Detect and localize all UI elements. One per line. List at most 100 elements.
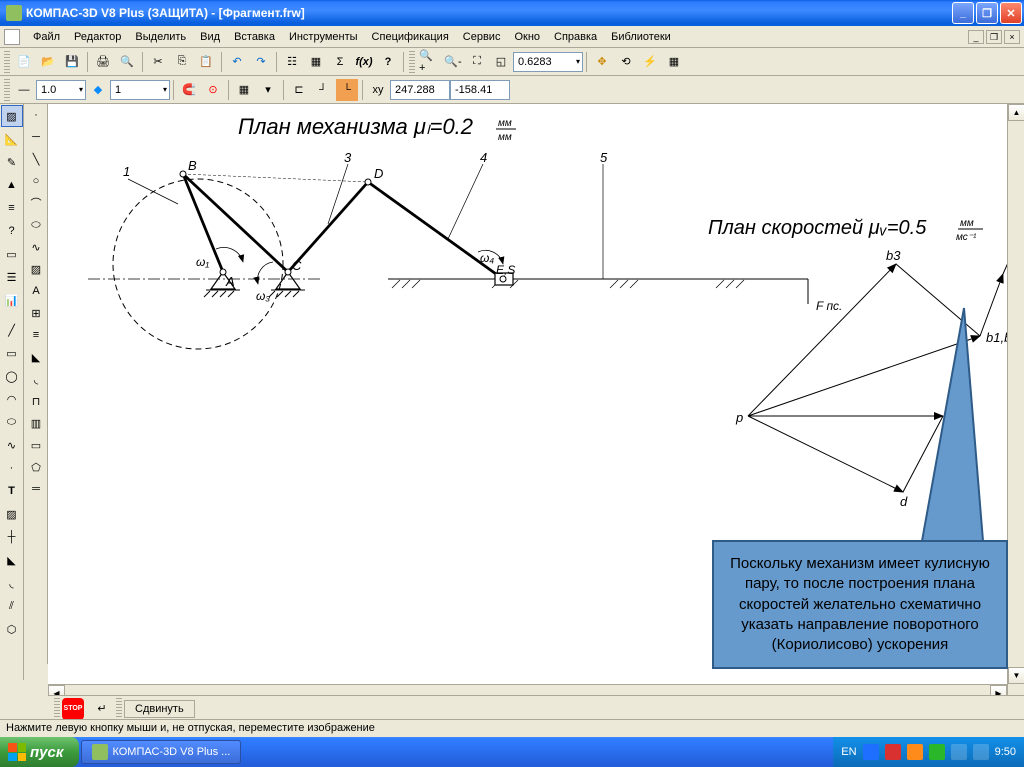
aux-mln[interactable]: ═: [25, 478, 47, 500]
offset-tool[interactable]: ⫽: [1, 595, 23, 617]
paste-button[interactable]: 📋: [195, 51, 217, 73]
toolbar-grip[interactable]: [4, 51, 10, 73]
cut-button[interactable]: ✂: [147, 51, 169, 73]
chamfer-tool[interactable]: ◣: [1, 549, 23, 571]
menu-tools[interactable]: Инструменты: [282, 29, 365, 45]
mdi-minimize[interactable]: _: [968, 30, 984, 44]
menu-libs[interactable]: Библиотеки: [604, 29, 678, 45]
x-coord-input[interactable]: 247.288: [390, 80, 450, 100]
geometry-tab[interactable]: ▨: [1, 105, 23, 127]
stop-button[interactable]: STOP: [62, 698, 84, 720]
aux-cham[interactable]: ◣: [25, 346, 47, 368]
arc-tool[interactable]: ◠: [1, 388, 23, 410]
lang-indicator[interactable]: EN: [841, 746, 856, 758]
aux-ell[interactable]: ⬭: [25, 214, 47, 236]
aux-rect[interactable]: ▭: [25, 434, 47, 456]
mdi-close[interactable]: ×: [1004, 30, 1020, 44]
menu-insert[interactable]: Вставка: [227, 29, 282, 45]
minimize-button[interactable]: _: [952, 2, 974, 24]
ortho-button[interactable]: ⊏: [288, 79, 310, 101]
rect-tool[interactable]: ▭: [1, 342, 23, 364]
layer-combo[interactable]: 1: [110, 80, 170, 100]
toolbar-grip[interactable]: [54, 698, 60, 720]
tray-icon[interactable]: [973, 744, 989, 760]
round-button[interactable]: ┘: [312, 79, 334, 101]
circle-tool[interactable]: ◯: [1, 365, 23, 387]
undo-button[interactable]: ↶: [226, 51, 248, 73]
grid-button[interactable]: ▦: [233, 79, 255, 101]
vertical-scrollbar[interactable]: ▲ ▼: [1007, 104, 1024, 701]
tray-icon[interactable]: [885, 744, 901, 760]
print-button[interactable]: 🖨: [92, 51, 114, 73]
mdi-restore[interactable]: ❐: [986, 30, 1002, 44]
rotate-button[interactable]: ⟲: [615, 51, 637, 73]
zoom-window-button[interactable]: ⛶: [466, 51, 488, 73]
taskbar-item-kompas[interactable]: КОМПАС-3D V8 Plus ...: [81, 740, 241, 764]
aux-point[interactable]: ·: [25, 104, 47, 126]
aux-circ[interactable]: ○: [25, 170, 47, 192]
zoom-combo[interactable]: 0.6283: [513, 52, 583, 72]
aux-fil[interactable]: ◟: [25, 368, 47, 390]
zoom-out-button[interactable]: 🔍-: [442, 51, 464, 73]
aux-line[interactable]: ─: [25, 126, 47, 148]
pan-button[interactable]: ✥: [591, 51, 613, 73]
spec-tab[interactable]: ☰: [1, 266, 23, 288]
aux-seg[interactable]: ╲: [25, 148, 47, 170]
menu-file[interactable]: Файл: [26, 29, 67, 45]
point-tool[interactable]: ·: [1, 457, 23, 479]
vars-button[interactable]: Σ: [329, 51, 351, 73]
menu-help[interactable]: Справка: [547, 29, 604, 45]
maximize-button[interactable]: ❐: [976, 2, 998, 24]
zoom-fit-button[interactable]: ◱: [490, 51, 512, 73]
aux-bez[interactable]: ∿: [25, 236, 47, 258]
lcs-button[interactable]: └: [336, 79, 358, 101]
grid-dd[interactable]: ▾: [257, 79, 279, 101]
toolbar-grip[interactable]: [409, 51, 415, 73]
scroll-up-button[interactable]: ▲: [1008, 104, 1024, 121]
dim-tab[interactable]: 📐: [1, 128, 23, 150]
aux-hatch[interactable]: ▨: [25, 258, 47, 280]
layers-button[interactable]: ▦: [305, 51, 327, 73]
param-tab[interactable]: ≡: [1, 197, 23, 219]
aux-text[interactable]: A: [25, 280, 47, 302]
toolbar-grip[interactable]: [4, 79, 10, 101]
spline-tool[interactable]: ∿: [1, 434, 23, 456]
aux-arc[interactable]: ⌒: [25, 192, 47, 214]
ellipse-tool[interactable]: ⬭: [1, 411, 23, 433]
contour-tool[interactable]: ⬡: [1, 618, 23, 640]
move-tab[interactable]: Сдвинуть: [124, 700, 195, 718]
y-coord-input[interactable]: -158.41: [450, 80, 510, 100]
tray-icon[interactable]: [863, 744, 879, 760]
menu-window[interactable]: Окно: [507, 29, 547, 45]
create-button[interactable]: ↵: [91, 698, 113, 720]
new-button[interactable]: 📄: [13, 51, 35, 73]
layer-icon[interactable]: ◆: [87, 79, 109, 101]
aux-equi[interactable]: ≡: [25, 324, 47, 346]
text-tool[interactable]: T: [1, 480, 23, 502]
menu-view[interactable]: Вид: [193, 29, 227, 45]
edit-tab[interactable]: ▲: [1, 174, 23, 196]
toolbar-grip[interactable]: [116, 698, 122, 720]
aux-tab[interactable]: ⊞: [25, 302, 47, 324]
aux-col[interactable]: ▥: [25, 412, 47, 434]
redo-button[interactable]: ↷: [250, 51, 272, 73]
tray-icon[interactable]: [951, 744, 967, 760]
linewidth-combo[interactable]: 1.0: [36, 80, 86, 100]
scroll-down-button[interactable]: ▼: [1008, 667, 1024, 684]
linetype-button[interactable]: —: [13, 79, 35, 101]
axis-tool[interactable]: ┼: [1, 526, 23, 548]
clock[interactable]: 9:50: [995, 746, 1016, 758]
zoom-in-button[interactable]: 🔍+: [418, 51, 440, 73]
open-button[interactable]: 📂: [37, 51, 59, 73]
start-button[interactable]: пуск: [0, 737, 79, 767]
select-tab[interactable]: ▭: [1, 243, 23, 265]
save-button[interactable]: 💾: [61, 51, 83, 73]
snap2-button[interactable]: ⊙: [202, 79, 224, 101]
fillet-tool[interactable]: ◟: [1, 572, 23, 594]
report-tab[interactable]: 📊: [1, 289, 23, 311]
help-button[interactable]: ?: [377, 51, 399, 73]
symbols-tab[interactable]: ✎: [1, 151, 23, 173]
redraw-button[interactable]: ⚡: [639, 51, 661, 73]
aux-brk[interactable]: ⊓: [25, 390, 47, 412]
coord-mode-button[interactable]: xy: [367, 79, 389, 101]
